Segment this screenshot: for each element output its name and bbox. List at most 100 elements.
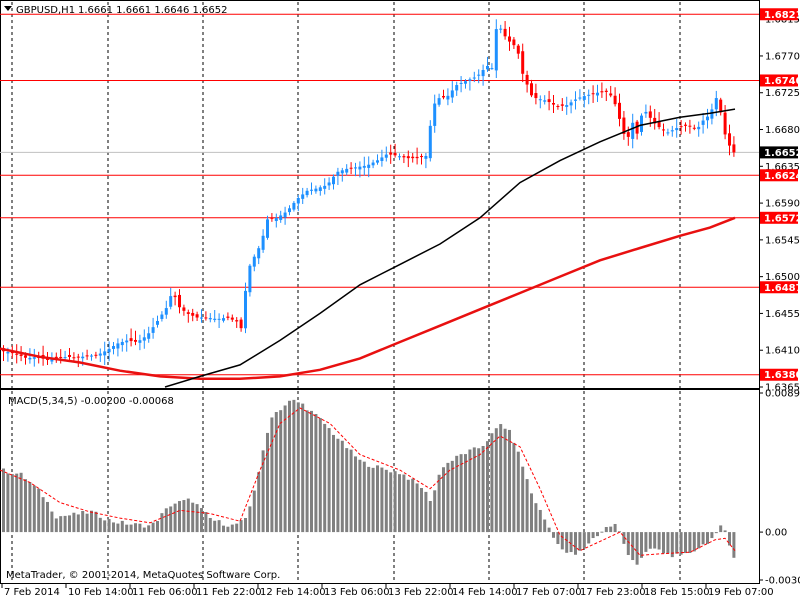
macd-bar [191, 502, 195, 533]
macd-bar [525, 479, 529, 533]
macd-bar [692, 532, 696, 552]
candle-body [618, 102, 621, 119]
macd-bar [28, 482, 32, 533]
macd-bar [653, 532, 657, 549]
macd-bar [90, 510, 93, 533]
macd-bar [354, 456, 357, 533]
candle-body [142, 337, 146, 341]
macd-bar [41, 497, 45, 533]
candle-body [81, 356, 85, 359]
price-tick-label: 1.6365 [765, 383, 800, 394]
macd-bar [279, 410, 283, 533]
macd-bar [217, 520, 221, 533]
level-tag: 1.6487 [760, 281, 800, 294]
candle-body [719, 99, 723, 113]
macd-bar [490, 433, 494, 533]
level-tag: 1.6821 [760, 8, 800, 21]
time-tick-label: 17 Feb 07:00 [516, 587, 582, 598]
macd-bar [59, 516, 63, 533]
candle-body [301, 194, 305, 199]
level-tag-bg [760, 8, 798, 21]
macd-pane[interactable] [0, 389, 760, 584]
price-tick-label: 1.6545 [765, 235, 800, 246]
candle-body [688, 125, 692, 127]
candle-body [50, 359, 54, 362]
candle-body [420, 156, 423, 158]
macd-bar [371, 467, 375, 533]
macd-bar [670, 532, 674, 558]
candle-body [349, 167, 353, 169]
candle-body [274, 217, 278, 222]
macd-bar [32, 485, 36, 533]
candle-body [292, 202, 296, 210]
macd-bar [173, 503, 177, 533]
macd-bar [292, 399, 296, 533]
candle-body [565, 105, 569, 107]
macd-bar [288, 400, 291, 533]
time-tick-label: 17 Feb 23:00 [580, 587, 646, 598]
level-price-tags[interactable]: 1.6821 1.6740 1.6624 1.6572 1.6487 1.6380 [760, 8, 800, 381]
candle-body [644, 111, 648, 114]
candle-body [362, 165, 366, 168]
macd-bar [156, 521, 159, 533]
macd-bar [204, 512, 208, 533]
macd-bar [732, 532, 736, 558]
candle-body [266, 219, 269, 238]
candle-body [582, 96, 586, 100]
macd-bar [54, 518, 58, 533]
macd-bar [450, 460, 454, 533]
macd-bar [186, 498, 190, 533]
level-tag: 1.6624 [760, 169, 800, 182]
candle-body [76, 356, 80, 358]
macd-bar [534, 503, 538, 533]
macd-bar [626, 532, 630, 556]
macd-bar [94, 511, 98, 533]
macd-bar [367, 466, 371, 533]
candle-body [230, 317, 234, 320]
candle-body [556, 105, 560, 107]
macd-bar [415, 483, 419, 533]
macd-bar [63, 515, 67, 533]
moving-average-red [0, 216, 736, 381]
candle-body [692, 127, 696, 129]
macd-bar [640, 532, 643, 558]
macd-bar [552, 532, 555, 538]
candle-body [103, 351, 107, 356]
macd-bar [345, 448, 349, 533]
candle-body [653, 117, 657, 124]
macd-bar [521, 466, 525, 533]
macd-bar [631, 532, 635, 561]
macd-bar [446, 462, 450, 533]
price-pane[interactable] [0, 0, 760, 389]
macd-tick-label: -0.00309 [765, 576, 800, 587]
candle-body [129, 338, 133, 342]
candle-body [604, 90, 608, 92]
macd-bar [296, 402, 300, 533]
macd-bar [565, 532, 569, 553]
macd-bar [235, 523, 239, 533]
macd-bar [332, 434, 335, 533]
macd-bar [582, 532, 586, 548]
candle-body [112, 346, 115, 349]
macd-bar [530, 493, 533, 533]
macd-bar [85, 513, 89, 533]
candle-body [613, 95, 617, 105]
horizontal-levels[interactable] [0, 13, 759, 376]
candle-body [701, 120, 705, 125]
chevron-down-icon[interactable] [4, 6, 12, 11]
macd-bar [336, 438, 340, 533]
candle-body [428, 125, 432, 159]
macd-bar [477, 448, 481, 533]
price-tick-label: 1.6770 [765, 51, 800, 62]
candle-body [318, 187, 322, 191]
candle-body [442, 96, 445, 98]
macd-bar [613, 523, 617, 533]
candle-body [508, 36, 511, 42]
macd-bar [376, 465, 379, 533]
candle-body [98, 353, 102, 356]
candle-body [305, 190, 309, 196]
macd-bar [15, 473, 19, 533]
candle-body [538, 99, 542, 101]
